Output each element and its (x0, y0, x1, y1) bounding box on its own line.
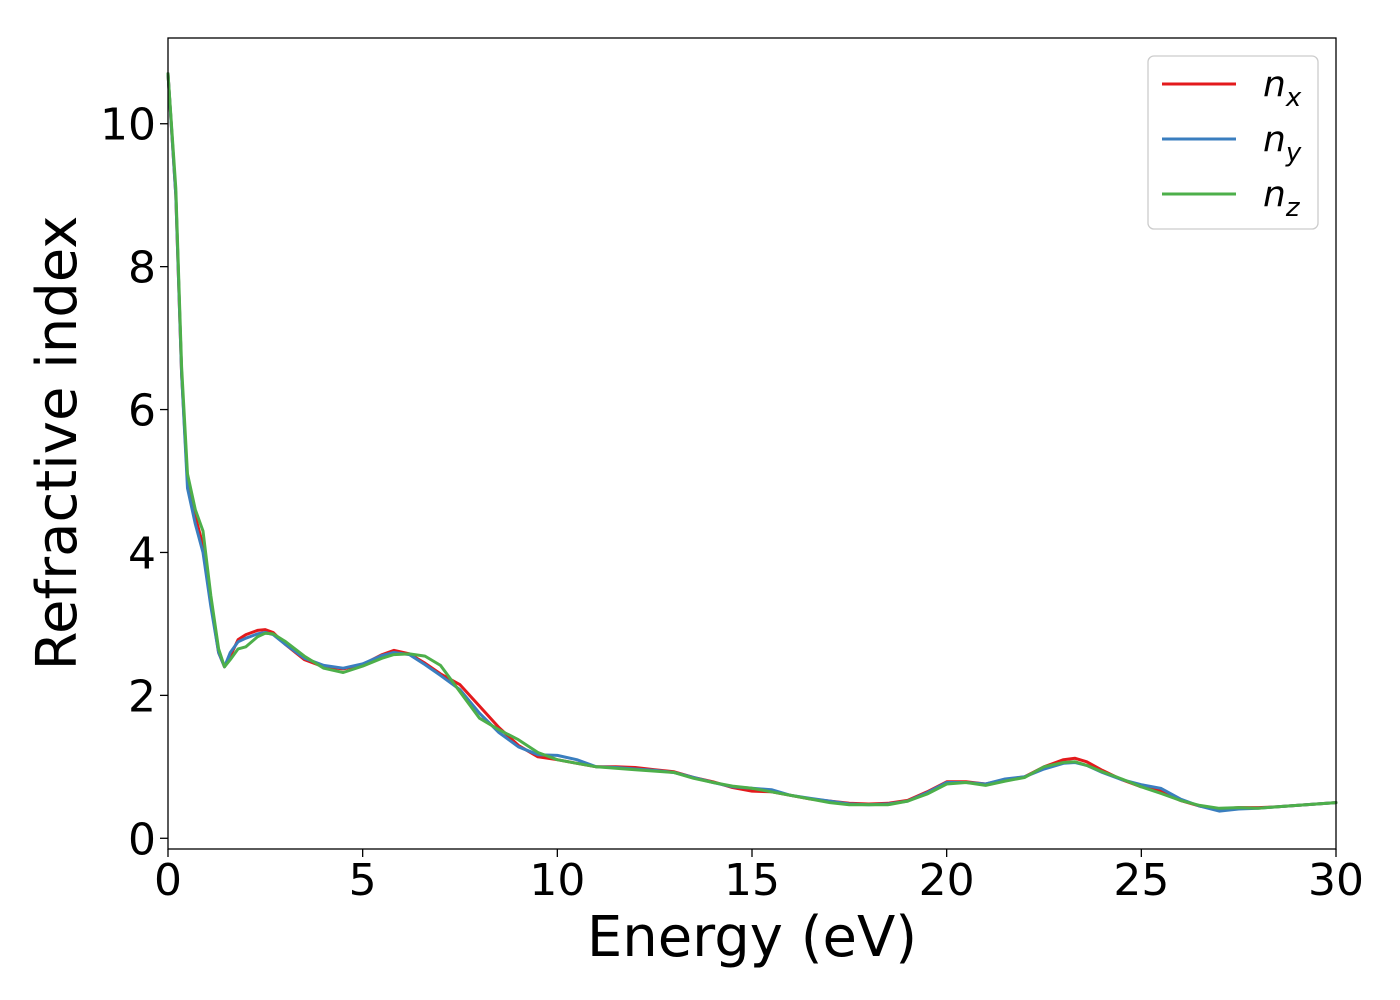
legend-label-main: n (1263, 64, 1286, 105)
legend-label-n-x: nx (1263, 64, 1302, 113)
legend-label-subscript: z (1285, 193, 1301, 223)
y-tick-label: 8 (128, 243, 156, 294)
y-tick-label: 2 (128, 671, 156, 722)
x-tick-label: 15 (724, 855, 780, 906)
x-tick-label: 5 (349, 855, 377, 906)
legend-label-subscript: x (1285, 83, 1302, 113)
y-axis-ticks: 0 2 4 6 8 10 (100, 100, 168, 865)
x-axis-ticks: 0 5 10 15 20 25 30 (154, 849, 1364, 906)
legend-label-subscript: y (1285, 138, 1302, 168)
y-tick-label: 6 (128, 386, 156, 437)
legend-label-main: n (1263, 119, 1286, 160)
x-tick-label: 25 (1113, 855, 1169, 906)
series-line-n-z (166, 72, 1338, 810)
x-tick-label: 20 (919, 855, 975, 906)
x-tick-label: 10 (529, 855, 585, 906)
legend-label-main: n (1263, 174, 1286, 215)
x-tick-label: 0 (154, 855, 182, 906)
series-lines (166, 72, 1338, 813)
legend-box (1147, 55, 1319, 230)
legend-label-n-y: ny (1263, 119, 1302, 168)
y-axis-label: Refractive index (25, 216, 90, 671)
plot-background (168, 38, 1336, 849)
y-tick-label: 0 (128, 814, 156, 865)
x-tick-label: 30 (1308, 855, 1364, 906)
y-tick-label: 10 (100, 100, 156, 151)
x-axis-label: Energy (eV) (587, 905, 917, 970)
y-tick-label: 4 (128, 528, 156, 579)
legend-label-n-z: nz (1263, 174, 1301, 223)
